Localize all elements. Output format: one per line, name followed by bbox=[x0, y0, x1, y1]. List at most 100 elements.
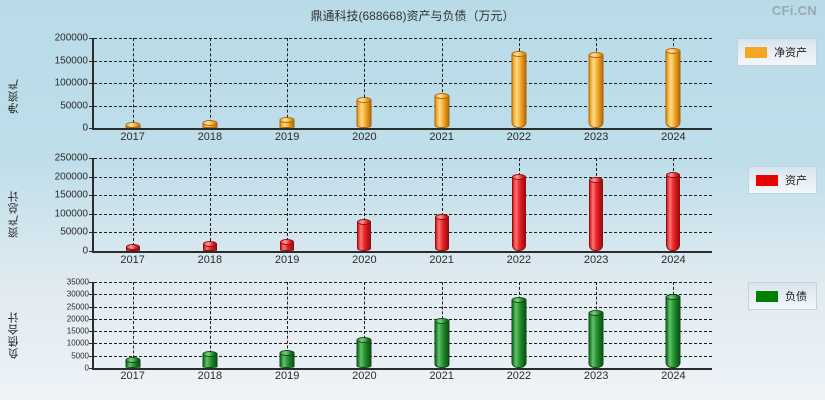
y-tick-label: 0 bbox=[84, 363, 89, 373]
bar-2019[interactable] bbox=[280, 239, 295, 251]
bar-body bbox=[202, 244, 217, 251]
bar-2021[interactable] bbox=[434, 213, 449, 251]
bar-2017[interactable] bbox=[125, 356, 141, 368]
y-tick-mark bbox=[89, 213, 94, 215]
bar-2021[interactable] bbox=[434, 317, 450, 368]
chart-panel-net-assets: 净资产 0 50000 100000 150000 200000 2017 2018 2019… bbox=[0, 30, 825, 150]
bar-2023[interactable] bbox=[588, 51, 604, 128]
bar-body bbox=[356, 99, 372, 128]
legend-liabilities[interactable]: 负债 bbox=[748, 282, 817, 310]
bar-cap bbox=[357, 218, 372, 225]
bar-2018[interactable] bbox=[202, 241, 217, 251]
x-tick-label: 2018 bbox=[197, 131, 223, 143]
bar-cap bbox=[588, 310, 604, 317]
y-tick-mark bbox=[89, 294, 94, 296]
bar-2022[interactable] bbox=[511, 296, 527, 368]
bar-2020[interactable] bbox=[357, 218, 372, 251]
x-gridline bbox=[209, 282, 211, 368]
bar-2022[interactable] bbox=[511, 51, 527, 128]
bar-2017[interactable] bbox=[125, 122, 141, 129]
bar-cap bbox=[125, 356, 141, 363]
x-tick-label: 2018 bbox=[197, 370, 223, 382]
bar-body bbox=[279, 119, 295, 128]
bar-cap bbox=[588, 51, 604, 58]
bar-body bbox=[356, 340, 372, 368]
bar-body bbox=[511, 177, 526, 251]
bar-cap bbox=[356, 337, 372, 344]
x-tick-label: 2024 bbox=[661, 131, 686, 143]
y-gridline bbox=[94, 282, 712, 283]
y-gridline bbox=[94, 105, 712, 107]
bar-cap bbox=[511, 51, 527, 58]
y-gridline bbox=[94, 83, 712, 84]
legend-swatch-assets bbox=[756, 174, 778, 186]
x-tick-label: 2022 bbox=[506, 370, 532, 382]
y-tick-mark bbox=[89, 368, 94, 369]
bar-2018[interactable] bbox=[202, 119, 218, 128]
bar-2018[interactable] bbox=[202, 350, 218, 368]
y-tick-label: 25000 bbox=[66, 302, 89, 312]
bar-2021[interactable] bbox=[434, 92, 450, 128]
y-gridline bbox=[94, 294, 712, 296]
bar-2019[interactable] bbox=[279, 349, 295, 368]
bar-2022[interactable] bbox=[511, 174, 526, 251]
legend-net-assets[interactable]: 净资产 bbox=[737, 38, 817, 66]
x-gridline bbox=[287, 158, 289, 251]
bar-2019[interactable] bbox=[279, 116, 295, 128]
x-gridline bbox=[287, 38, 289, 128]
x-tick-label: 2019 bbox=[274, 254, 300, 266]
bar-2023[interactable] bbox=[589, 176, 604, 251]
x-tick-label: 2017 bbox=[120, 131, 145, 143]
x-tick-label: 2024 bbox=[661, 370, 686, 382]
y-tick-label: 15000 bbox=[66, 326, 89, 336]
x-tick-label: 2017 bbox=[120, 254, 145, 266]
bar-body bbox=[665, 51, 681, 128]
bar-2024[interactable] bbox=[665, 48, 681, 128]
x-gridline bbox=[364, 38, 366, 128]
bar-2024[interactable] bbox=[665, 294, 681, 368]
x-tick-label: 2024 bbox=[661, 254, 686, 266]
x-tick-label: 2018 bbox=[197, 254, 223, 266]
bar-2023[interactable] bbox=[588, 310, 604, 368]
bar-2020[interactable] bbox=[356, 96, 372, 128]
y-tick-label: 0 bbox=[82, 245, 88, 257]
y-tick-mark bbox=[89, 158, 94, 159]
bar-body bbox=[665, 297, 681, 368]
bar-cap bbox=[279, 349, 295, 356]
legend-assets[interactable]: 资产 bbox=[748, 166, 817, 194]
bar-cap bbox=[665, 48, 681, 55]
x-gridline bbox=[364, 158, 366, 251]
bar-cap bbox=[202, 119, 218, 126]
y-gridline bbox=[94, 176, 712, 178]
y-tick-mark bbox=[89, 38, 94, 39]
y-gridline bbox=[94, 195, 712, 197]
y-tick-label: 0 bbox=[82, 122, 88, 134]
bar-cap bbox=[434, 317, 450, 324]
x-gridline bbox=[132, 282, 134, 368]
y-gridline bbox=[94, 60, 712, 62]
bar-2024[interactable] bbox=[666, 172, 681, 251]
y-tick-mark bbox=[89, 282, 94, 283]
x-tick-label: 2023 bbox=[583, 131, 609, 143]
watermark: CFi.CN bbox=[771, 3, 817, 18]
y-tick-label: 5000 bbox=[71, 351, 89, 361]
y-axis-title-assets: 资产总计 bbox=[8, 190, 20, 238]
bar-body bbox=[589, 179, 604, 251]
y-tick-mark bbox=[89, 251, 94, 252]
bar-body bbox=[434, 216, 449, 251]
y-gridline bbox=[94, 355, 712, 357]
bar-cap bbox=[280, 239, 295, 246]
x-tick-label: 2017 bbox=[120, 370, 145, 382]
bar-cap bbox=[665, 294, 681, 301]
bar-2017[interactable] bbox=[125, 243, 140, 251]
y-tick-mark bbox=[89, 83, 94, 84]
bar-body bbox=[279, 352, 295, 368]
y-axis-title-liabilities: 负债合计 bbox=[8, 311, 20, 359]
y-tick-mark bbox=[89, 128, 94, 129]
plot-area-liabilities: 0 5000 10000 15000 20000 25000 30000 35000 2017 2… bbox=[67, 278, 712, 382]
bar-2020[interactable] bbox=[356, 337, 372, 368]
legend-label-assets: 资产 bbox=[785, 175, 807, 187]
bar-body bbox=[666, 175, 681, 251]
x-tick-label: 2019 bbox=[274, 370, 300, 382]
